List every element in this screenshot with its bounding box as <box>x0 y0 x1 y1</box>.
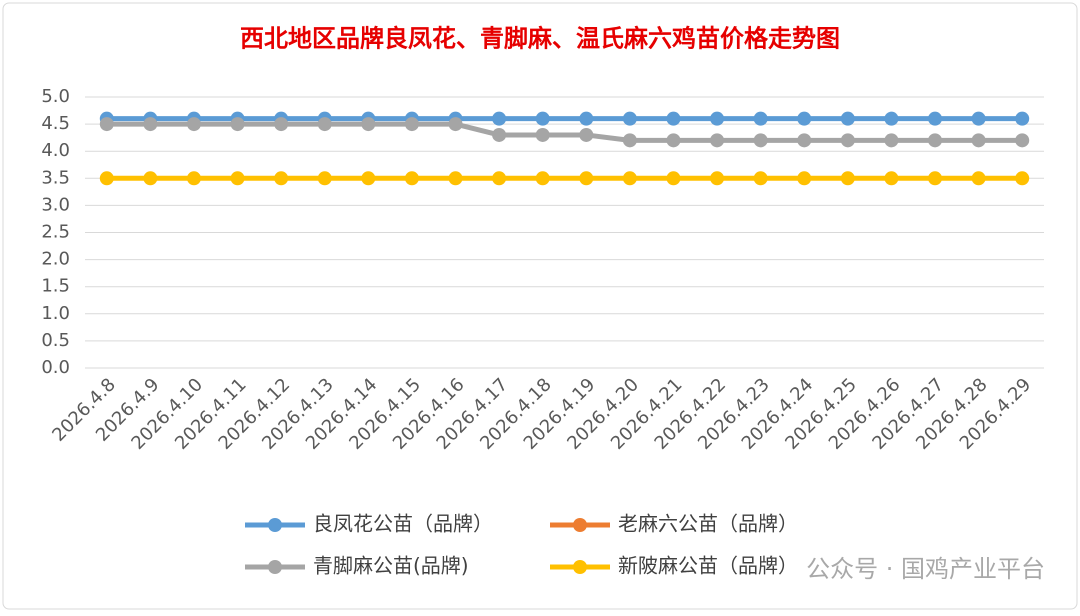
legend-label: 良凤花公苗（品牌） <box>313 512 493 536</box>
y-tick-label: 5.0 <box>41 86 70 107</box>
y-tick-label: 1.0 <box>41 303 70 324</box>
series-marker <box>971 171 986 186</box>
legend-marker <box>573 560 587 574</box>
y-tick-label: 3.0 <box>41 194 70 215</box>
series-marker <box>535 127 550 142</box>
series-marker <box>928 171 943 186</box>
series-marker <box>186 117 201 132</box>
series-marker <box>579 111 594 126</box>
series-marker <box>230 117 245 132</box>
series-marker <box>535 111 550 126</box>
y-tick-label: 3.5 <box>41 167 70 188</box>
y-tick-label: 4.0 <box>41 140 70 161</box>
series-line <box>106 121 1023 143</box>
series-marker <box>797 111 812 126</box>
series-marker <box>666 111 681 126</box>
series-marker <box>622 133 637 148</box>
y-tick-label: 4.5 <box>41 113 70 134</box>
series-marker <box>753 171 768 186</box>
series-marker <box>884 171 899 186</box>
series-marker <box>710 111 725 126</box>
series-marker <box>666 133 681 148</box>
series-marker <box>840 171 855 186</box>
y-tick-label: 2.5 <box>41 222 70 243</box>
series-marker <box>928 111 943 126</box>
series-marker <box>797 171 812 186</box>
series-marker <box>579 127 594 142</box>
series-marker <box>143 171 158 186</box>
series-marker <box>622 111 637 126</box>
series-marker <box>579 171 594 186</box>
series-marker <box>274 171 289 186</box>
chart-title: 西北地区品牌良凤花、青脚麻、温氏麻六鸡苗价格走势图 <box>240 24 840 53</box>
series-marker <box>753 111 768 126</box>
legend-marker <box>268 560 282 574</box>
series-marker <box>492 127 507 142</box>
series-marker <box>884 111 899 126</box>
series-marker <box>840 111 855 126</box>
series-marker <box>1015 111 1030 126</box>
series-marker <box>186 171 201 186</box>
series-marker <box>274 117 289 132</box>
legend-marker <box>573 518 587 532</box>
series-marker <box>317 171 332 186</box>
series-marker <box>492 111 507 126</box>
watermark: 公众号 · 国鸡产业平台 <box>806 555 1045 583</box>
series-marker <box>1015 171 1030 186</box>
series-marker <box>448 171 463 186</box>
series-marker <box>971 133 986 148</box>
y-tick-label: 2.0 <box>41 249 70 270</box>
series-marker <box>492 171 507 186</box>
legend-label: 青脚麻公苗(品牌) <box>313 554 469 578</box>
series-marker <box>884 133 899 148</box>
series-marker <box>317 117 332 132</box>
legend-marker <box>268 518 282 532</box>
series-marker <box>971 111 986 126</box>
series-marker <box>448 117 463 132</box>
series-marker <box>1015 133 1030 148</box>
series-marker <box>710 171 725 186</box>
y-tick-label: 1.5 <box>41 276 70 297</box>
series-marker <box>840 133 855 148</box>
series-marker <box>404 171 419 186</box>
series-marker <box>143 117 158 132</box>
series-marker <box>230 171 245 186</box>
series-marker <box>99 171 114 186</box>
series-marker <box>666 171 681 186</box>
series-marker <box>710 133 725 148</box>
series-marker <box>753 133 768 148</box>
series-marker <box>797 133 812 148</box>
series-marker <box>361 117 376 132</box>
y-tick-label: 0.0 <box>41 357 70 378</box>
series-marker <box>361 171 376 186</box>
series-marker <box>404 117 419 132</box>
series-marker <box>99 117 114 132</box>
legend-label: 老麻六公苗（品牌） <box>618 512 798 536</box>
series-marker <box>535 171 550 186</box>
legend-label: 新陂麻公苗（品牌） <box>618 554 798 578</box>
series-marker <box>928 133 943 148</box>
y-tick-label: 0.5 <box>41 330 70 351</box>
series-marker <box>622 171 637 186</box>
